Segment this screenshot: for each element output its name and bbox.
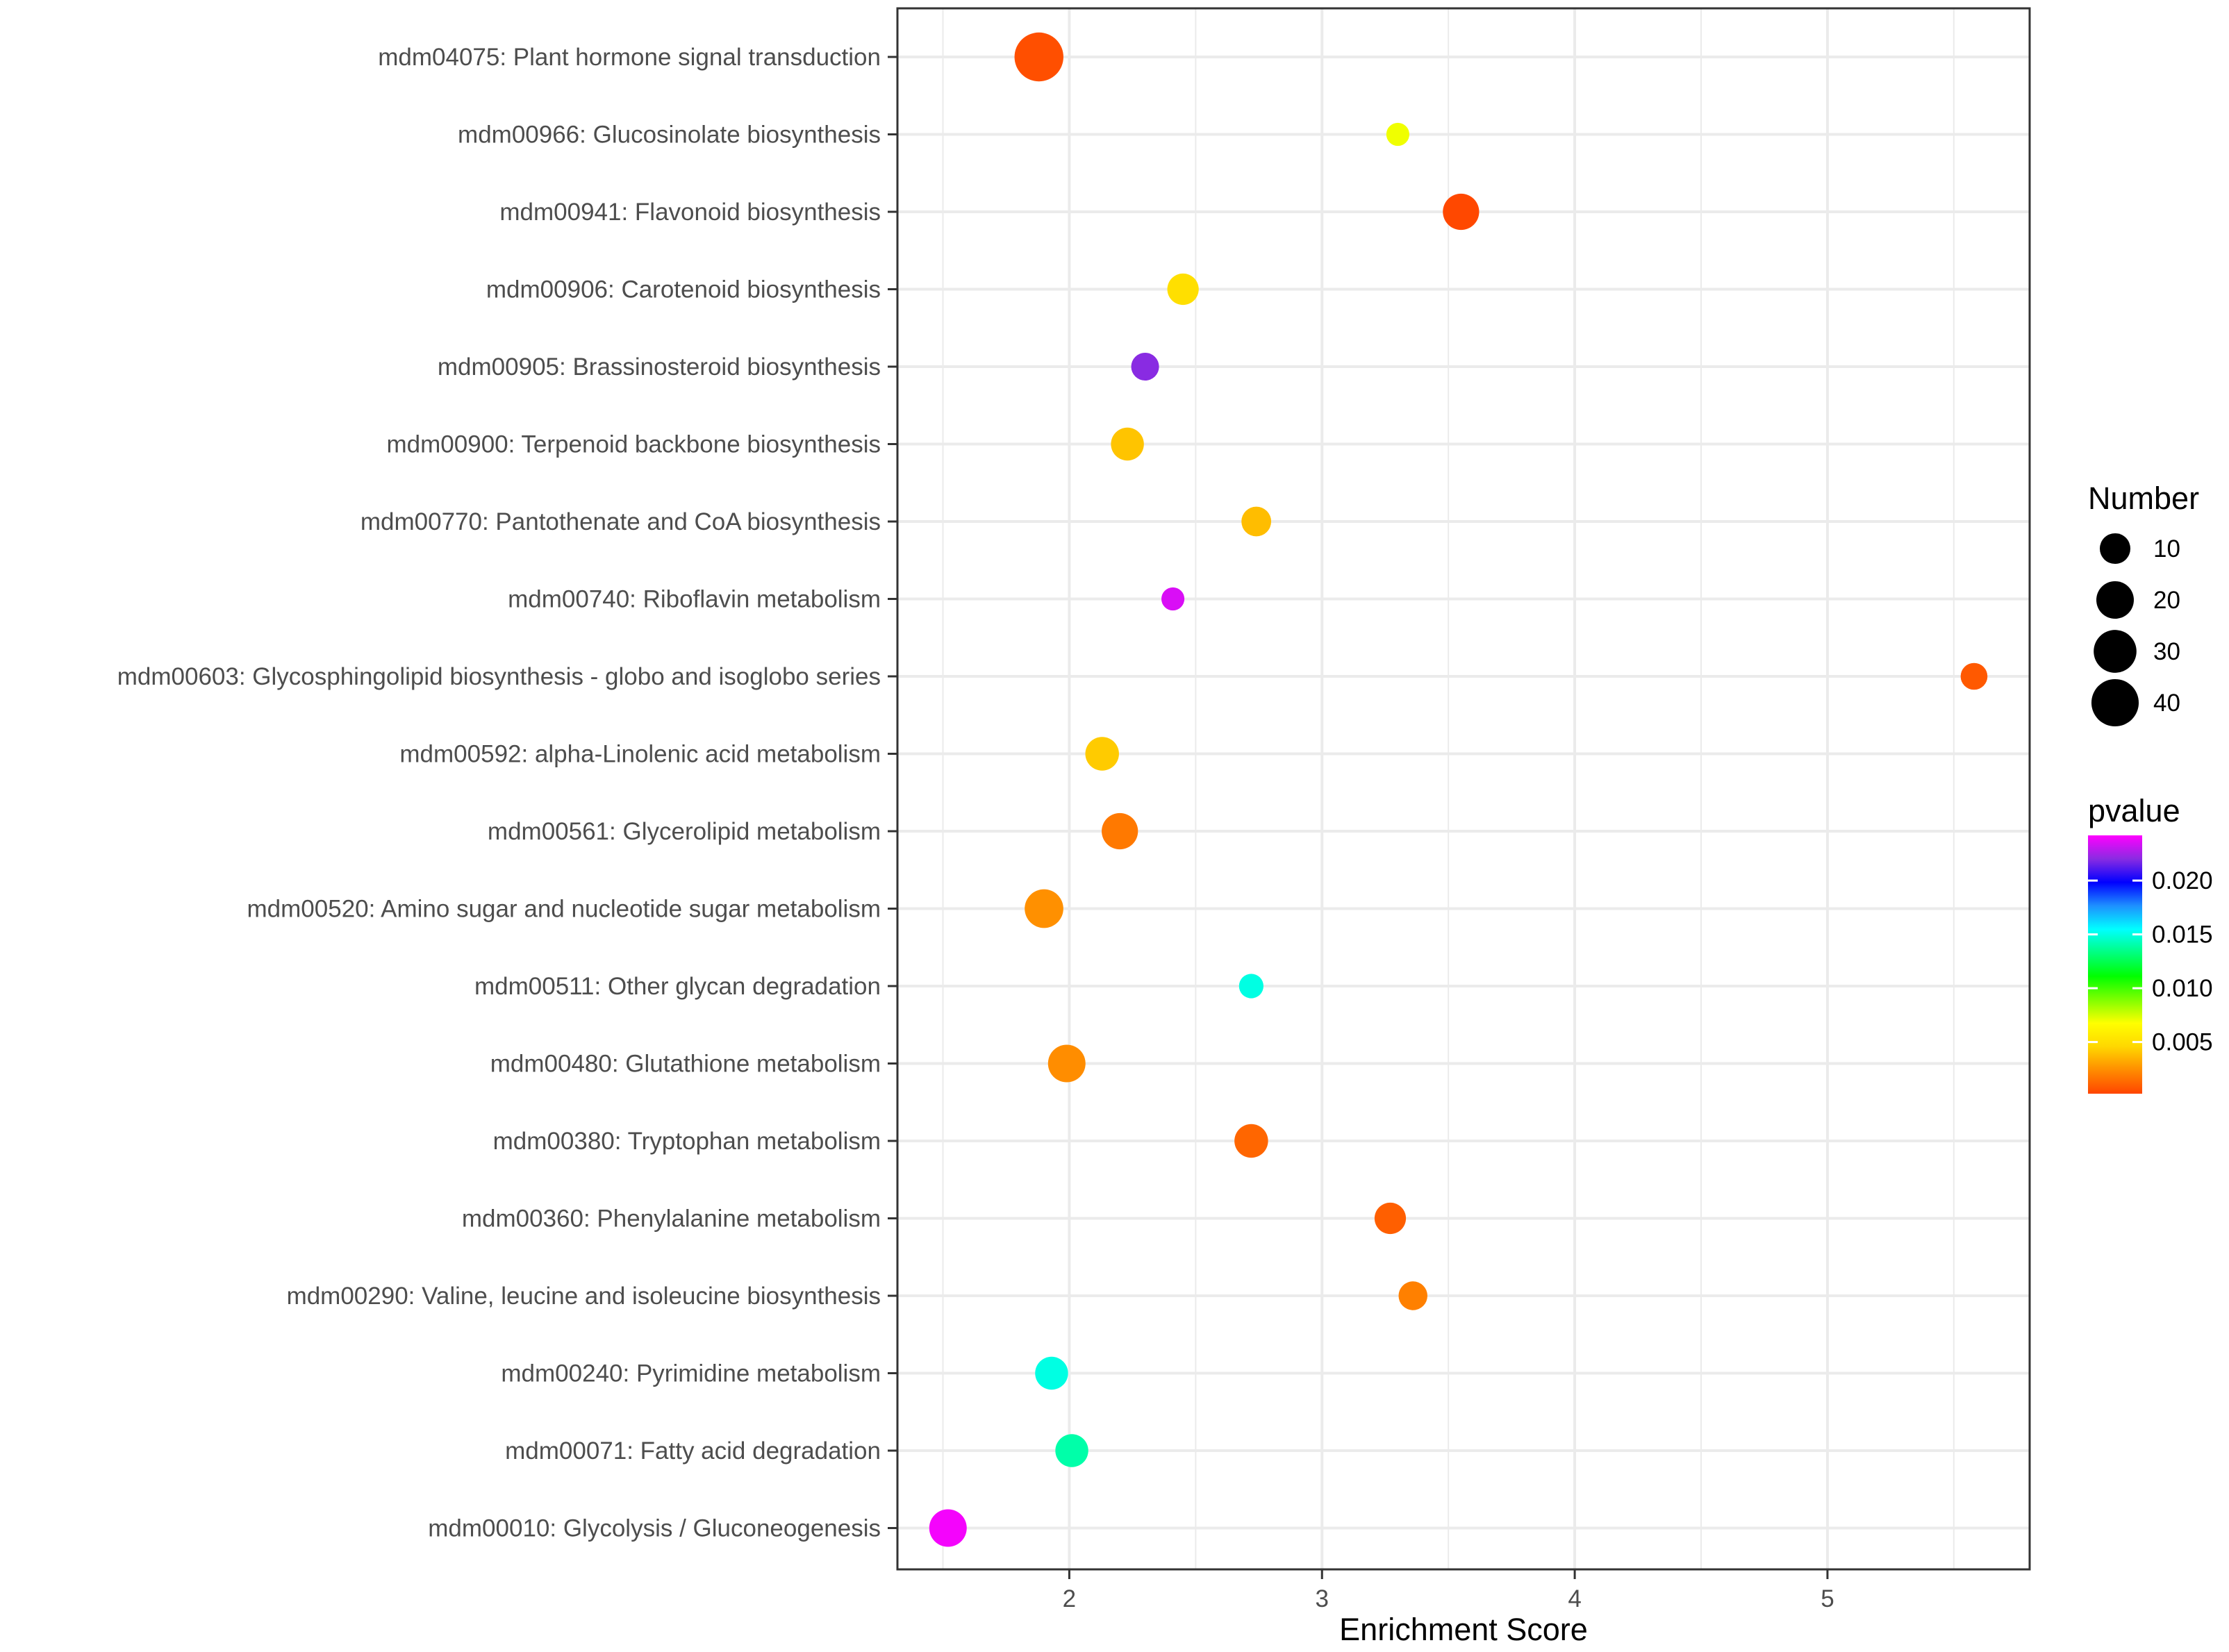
- grid-lines: [897, 8, 2030, 1569]
- data-point: [1161, 587, 1185, 611]
- data-points: [929, 32, 1988, 1547]
- data-point: [1960, 662, 1988, 690]
- plot-background: [897, 8, 2030, 1569]
- size-legend-label: 10: [2153, 535, 2180, 562]
- data-point: [1014, 32, 1063, 82]
- color-legend-label: 0.020: [2152, 867, 2213, 894]
- y-tick-label: mdm00480: Glutathione metabolism: [490, 1051, 881, 1078]
- y-tick-label: mdm00290: Valine, leucine and isoleucine…: [287, 1283, 881, 1310]
- size-legend-items: 10 20 30 40: [2091, 533, 2180, 727]
- y-tick-label: mdm00520: Amino sugar and nucleotide sug…: [247, 896, 881, 923]
- y-tick-label: mdm00966: Glucosinolate biosynthesis: [458, 122, 881, 149]
- data-point: [1374, 1202, 1407, 1235]
- y-tick-label: mdm00511: Other glycan degradation: [474, 973, 881, 1000]
- data-point: [1238, 974, 1263, 999]
- x-axis: 2 3 4 5: [1063, 1569, 1834, 1612]
- y-tick-label: mdm00010: Glycolysis / Gluconeogenesis: [428, 1515, 881, 1542]
- y-tick-label: mdm00905: Brassinosteroid biosynthesis: [438, 353, 881, 381]
- data-point: [929, 1509, 967, 1547]
- data-point: [1386, 122, 1409, 147]
- y-tick-label: mdm00360: Phenylalanine metabolism: [462, 1205, 881, 1233]
- data-point: [1443, 193, 1480, 231]
- x-tick-label: 4: [1568, 1585, 1581, 1612]
- y-tick-label: mdm00240: Pyrimidine metabolism: [501, 1360, 881, 1387]
- size-legend-key: [2099, 533, 2131, 565]
- data-point: [1111, 427, 1144, 461]
- x-axis-title: Enrichment Score: [1339, 1612, 1588, 1647]
- data-point: [1102, 812, 1138, 850]
- size-legend-label: 20: [2153, 587, 2180, 614]
- size-legend-key: [2094, 630, 2137, 673]
- color-legend: pvalue 0.020 0.015 0.010 0.005: [2088, 793, 2213, 1094]
- color-legend-title: pvalue: [2088, 793, 2180, 828]
- size-legend-title: Number: [2088, 481, 2199, 516]
- size-legend: Number 10 20 30 40: [2088, 481, 2199, 727]
- x-tick-label: 5: [1821, 1585, 1834, 1612]
- size-legend-key: [2091, 678, 2139, 727]
- y-tick-label: mdm00941: Flavonoid biosynthesis: [499, 199, 881, 226]
- y-tick-label: mdm00380: Tryptophan metabolism: [493, 1128, 881, 1155]
- y-tick-label: mdm00900: Terpenoid backbone biosynthesi…: [387, 431, 881, 458]
- color-legend-label: 0.010: [2152, 975, 2213, 1002]
- color-legend-label: 0.005: [2152, 1029, 2213, 1056]
- color-legend-label: 0.015: [2152, 921, 2213, 949]
- y-tick-label: mdm04075: Plant hormone signal transduct…: [378, 44, 881, 71]
- color-legend-ticks: 0.020 0.015 0.010 0.005: [2088, 867, 2213, 1056]
- data-point: [1085, 737, 1119, 771]
- data-point: [1131, 352, 1159, 381]
- y-tick-label: mdm00906: Carotenoid biosynthesis: [486, 276, 881, 303]
- data-point: [1398, 1281, 1427, 1310]
- data-point: [1047, 1044, 1086, 1083]
- size-legend-key: [2096, 581, 2134, 619]
- data-point: [1035, 1356, 1068, 1390]
- x-tick-label: 3: [1316, 1585, 1329, 1612]
- color-legend-bar: [2088, 835, 2142, 1094]
- y-tick-label: mdm00770: Pantothenate and CoA biosynthe…: [361, 508, 881, 535]
- y-tick-label: mdm00603: Glycosphingolipid biosynthesis…: [117, 663, 881, 690]
- data-point: [1055, 1434, 1088, 1467]
- category-labels: mdm04075: Plant hormone signal transduct…: [117, 44, 897, 1542]
- x-tick-label: 2: [1063, 1585, 1076, 1612]
- y-tick-label: mdm00740: Riboflavin metabolism: [508, 586, 881, 613]
- y-tick-label: mdm00592: alpha-Linolenic acid metabolis…: [399, 741, 881, 768]
- y-tick-label: mdm00561: Glycerolipid metabolism: [488, 818, 881, 845]
- data-point: [1167, 273, 1199, 306]
- data-point: [1234, 1124, 1268, 1158]
- data-point: [1241, 506, 1272, 537]
- size-legend-label: 40: [2153, 690, 2180, 717]
- data-point: [1025, 889, 1063, 928]
- plot-border: [896, 7, 2031, 1571]
- size-legend-label: 30: [2153, 638, 2180, 665]
- y-tick-label: mdm00071: Fatty acid degradation: [505, 1437, 881, 1465]
